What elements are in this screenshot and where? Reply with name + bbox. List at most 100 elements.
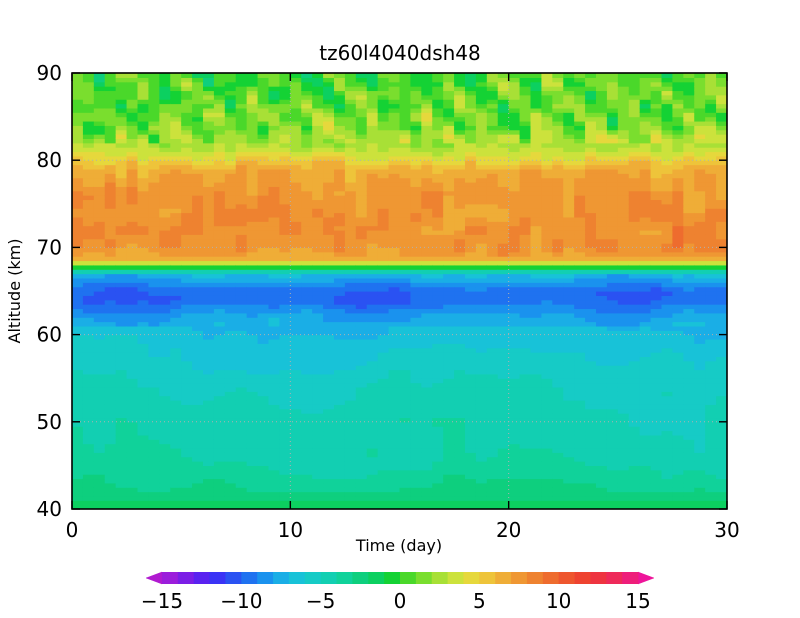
heatmap-cell <box>366 434 379 440</box>
heatmap-cell <box>530 338 543 344</box>
heatmap-cell <box>388 487 401 493</box>
heatmap-cell <box>497 321 510 327</box>
heatmap-cell <box>192 216 204 222</box>
heatmap-cell <box>224 103 237 109</box>
heatmap-cell <box>497 382 510 388</box>
heatmap-cell <box>552 147 564 153</box>
heatmap-cell <box>552 221 564 227</box>
heatmap-cell <box>563 474 575 480</box>
heatmap-cell <box>388 90 401 96</box>
heatmap-cell <box>312 356 324 362</box>
heatmap-cell <box>530 426 543 432</box>
heatmap-cell <box>115 208 128 214</box>
heatmap-cell <box>224 478 237 484</box>
heatmap-cell <box>181 304 193 310</box>
heatmap-cell <box>530 112 543 118</box>
heatmap-cell <box>443 234 455 240</box>
heatmap-cell <box>519 421 532 427</box>
heatmap-cell <box>192 221 204 227</box>
heatmap-cell <box>410 186 422 192</box>
heatmap-cell <box>486 495 499 501</box>
heatmap-cell <box>290 317 302 323</box>
heatmap-cell <box>323 264 335 270</box>
heatmap-cell <box>72 452 84 458</box>
heatmap-cell <box>596 216 608 222</box>
heatmap-cell <box>170 256 182 262</box>
heatmap-cell <box>421 103 433 109</box>
heatmap-cell <box>82 330 95 336</box>
heatmap-cell <box>574 234 586 240</box>
heatmap-cell <box>497 234 510 240</box>
heatmap-cell <box>213 378 226 384</box>
heatmap-cell <box>443 373 455 379</box>
heatmap-cell <box>290 103 302 109</box>
heatmap-cell <box>355 338 368 344</box>
heatmap-cell <box>497 199 510 205</box>
heatmap-cell <box>213 116 226 122</box>
chart-title: tz60l4040dsh48 <box>319 41 480 65</box>
heatmap-cell <box>596 408 608 414</box>
heatmap-cell <box>541 247 553 253</box>
heatmap-cell <box>574 199 586 205</box>
heatmap-cell <box>475 142 488 148</box>
heatmap-cell <box>290 334 302 340</box>
heatmap-cell <box>596 221 608 227</box>
heatmap-cell <box>355 312 368 318</box>
heatmap-cell <box>104 164 117 170</box>
heatmap-cell <box>519 86 532 92</box>
heatmap-cell <box>268 125 281 131</box>
heatmap-cell <box>454 347 466 353</box>
heatmap-cell <box>574 247 586 253</box>
heatmap-cell <box>246 168 259 174</box>
heatmap-cell <box>72 147 84 153</box>
heatmap-cell <box>126 474 139 480</box>
heatmap-cell <box>334 365 346 371</box>
heatmap-cell <box>443 321 455 327</box>
heatmap-cell <box>268 317 281 323</box>
heatmap-cell <box>93 391 106 397</box>
heatmap-cell <box>224 325 237 331</box>
heatmap-cell <box>104 112 117 118</box>
heatmap-cell <box>377 495 390 501</box>
heatmap-cell <box>93 86 106 92</box>
heatmap-cell <box>148 338 160 344</box>
heatmap-cell <box>475 147 488 153</box>
heatmap-cell <box>82 90 95 96</box>
heatmap-cell <box>137 251 150 257</box>
heatmap-cell <box>312 208 324 214</box>
heatmap-cell <box>475 234 488 240</box>
heatmap-cell <box>268 86 281 92</box>
heatmap-cell <box>312 129 324 135</box>
heatmap-cell <box>596 430 608 436</box>
heatmap-cell <box>530 369 543 375</box>
heatmap-cell <box>530 495 543 501</box>
heatmap-cell <box>312 465 324 471</box>
heatmap-cell <box>574 256 586 262</box>
heatmap-cell <box>159 443 171 449</box>
heatmap-cell <box>388 421 401 427</box>
heatmap-cell <box>497 190 510 196</box>
heatmap-cell <box>181 273 193 279</box>
heatmap-cell <box>290 482 302 488</box>
heatmap-cell <box>355 482 368 488</box>
heatmap-cell <box>192 282 204 288</box>
heatmap-cell <box>290 116 302 122</box>
heatmap-cell <box>410 103 422 109</box>
heatmap-cell <box>203 286 215 292</box>
heatmap-cell <box>563 273 575 279</box>
heatmap-cell <box>486 360 499 366</box>
heatmap-cell <box>268 478 281 484</box>
heatmap-cell <box>432 408 444 414</box>
heatmap-cell <box>257 347 270 353</box>
heatmap-cell <box>93 77 106 83</box>
heatmap-cell <box>486 426 499 432</box>
heatmap-cell <box>541 482 553 488</box>
heatmap-cell <box>312 413 324 419</box>
heatmap-cell <box>301 365 313 371</box>
heatmap-cell <box>192 234 204 240</box>
heatmap-cell <box>137 295 150 301</box>
heatmap-cell <box>104 77 117 83</box>
heatmap-cell <box>192 378 204 384</box>
heatmap-cell <box>497 269 510 275</box>
heatmap-cell <box>454 330 466 336</box>
